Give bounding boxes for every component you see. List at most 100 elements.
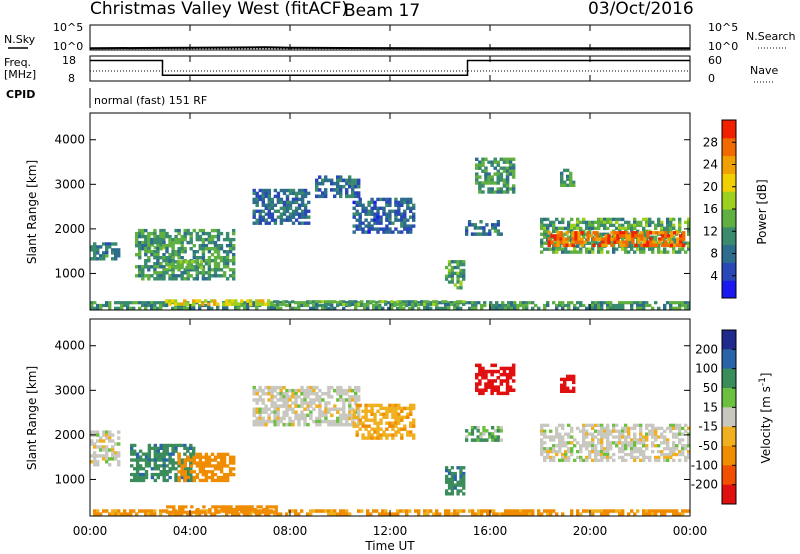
cell-8 [333,194,337,199]
cell-11 [467,223,472,227]
cell-7 [447,483,452,487]
cell-5 [162,274,166,278]
cell-11 [594,455,598,460]
cell-7 [307,209,311,213]
cell-5 [201,247,206,251]
cell-7 [297,197,302,202]
cell-7 [459,469,463,473]
y-tick-label: 2000 [54,428,85,442]
cell-9 [403,221,407,225]
cell-4 [183,478,187,483]
cell-11 [582,444,586,448]
cell-1 [247,508,251,512]
cell-5 [213,271,218,275]
cell-5 [294,404,298,408]
cell-0 [513,512,517,516]
cell-6 [370,406,374,411]
cell-0 [462,509,466,513]
cell-5 [282,410,286,414]
nsky-tick-high: 10^5 [53,21,83,34]
cell-0 [144,303,148,308]
cell-5 [342,388,346,393]
cell-5 [180,250,184,254]
cell-5 [276,404,280,408]
cell-9 [505,379,510,383]
cell-0 [687,303,691,308]
cell-15 [616,234,620,238]
cell-10 [447,274,452,278]
cell-7 [456,492,460,496]
cell-2 [108,448,112,452]
cell-5 [291,419,295,424]
cell-15 [556,231,560,235]
cell-0 [264,512,268,516]
cell-7 [303,209,308,213]
cell-11 [600,435,604,439]
cell-14 [639,220,643,225]
cell-7 [270,197,275,202]
cell-5 [177,231,181,236]
cell-14 [552,229,556,233]
cell-15 [595,234,599,238]
cell-8 [482,426,486,430]
cell-0 [342,509,346,513]
cell-0 [621,306,625,310]
cell-6 [409,409,413,413]
cell-11 [564,455,568,460]
cell-5 [195,265,199,269]
cell-0 [678,303,682,308]
cell-0 [93,512,97,516]
cell-8 [324,188,328,192]
cell-7 [282,200,287,205]
cell-0 [606,303,610,308]
cell-2 [459,300,463,304]
cell-11 [493,226,498,230]
cell-5 [261,419,265,424]
cell-2 [330,300,334,304]
cell-0 [666,301,670,305]
cell-0 [636,509,640,513]
cell-5 [180,262,184,266]
cell-9 [400,230,404,234]
cell-2 [333,300,337,304]
cell-0 [210,306,214,310]
cell-11 [678,423,682,427]
cell-0 [525,303,529,308]
cell-4 [195,461,200,465]
cell-3 [141,478,146,483]
cell-14 [606,226,610,231]
cell-11 [618,455,622,460]
cell-2 [291,300,295,304]
cell-5 [321,410,325,414]
cell-0 [153,303,157,308]
cell-5 [306,401,310,405]
cell-6 [412,406,416,411]
cell-5 [330,413,334,418]
cell-12 [511,166,516,170]
cell-11 [672,447,676,451]
cell-11 [633,423,637,427]
cell-9 [505,366,510,371]
cell-0 [483,303,487,308]
cell-0 [639,301,643,305]
cell-10 [456,277,460,281]
cell-1 [198,299,202,303]
cell-4 [216,478,221,483]
cell-11 [591,432,595,436]
cell-2 [114,451,118,455]
cell-11 [624,441,628,445]
cell-0 [501,301,505,305]
cell-0 [687,301,691,305]
cell-9 [364,212,368,216]
cell-3 [147,452,152,456]
cell-3 [153,446,157,450]
cell-6 [397,430,401,434]
cell-7 [462,471,466,476]
cell-3 [168,455,172,459]
cell-4 [195,452,200,456]
cell-15 [604,240,608,244]
cell-5 [210,274,215,278]
cell-5 [324,413,328,418]
cell-4 [159,243,163,247]
cell-11 [651,444,655,448]
